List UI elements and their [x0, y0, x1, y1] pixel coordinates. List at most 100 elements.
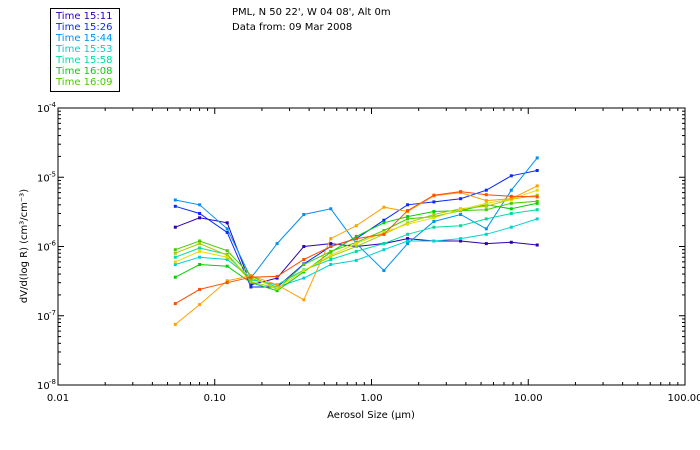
y-tick-label: 10 — [37, 173, 50, 184]
data-point — [173, 204, 177, 208]
data-point — [225, 230, 229, 234]
data-point — [535, 201, 539, 205]
data-point — [198, 203, 202, 207]
data-point — [354, 237, 358, 241]
data-point — [535, 169, 539, 172]
data-point — [382, 205, 386, 209]
data-point — [173, 263, 177, 266]
data-point — [329, 207, 333, 211]
x-tick-label: 100.00 — [668, 393, 700, 404]
data-point — [354, 245, 358, 248]
data-point — [225, 258, 229, 261]
data-point — [173, 248, 177, 252]
data-point — [406, 203, 410, 207]
data-point — [198, 287, 202, 291]
data-point — [173, 322, 177, 326]
data-point — [509, 240, 513, 244]
data-point — [329, 237, 333, 241]
data-point — [275, 276, 279, 280]
data-point — [225, 253, 229, 257]
data-point — [198, 246, 202, 250]
data-point — [354, 242, 358, 246]
data-point — [509, 194, 513, 198]
data-point — [535, 199, 539, 203]
data-point — [459, 213, 463, 216]
data-point — [302, 213, 306, 216]
data-point — [329, 263, 333, 266]
data-point — [484, 217, 488, 221]
chart-header: PML, N 50 22', W 04 08', Alt 0m Data fro… — [232, 5, 391, 35]
data-point — [198, 239, 202, 243]
data-point — [329, 258, 333, 261]
data-point — [406, 209, 410, 213]
data-point — [535, 193, 539, 197]
data-point — [432, 220, 436, 223]
data-point — [484, 227, 488, 231]
legend-entry: Time 16:08 — [56, 66, 113, 77]
data-point — [535, 188, 539, 192]
x-tick-label: 10.00 — [514, 393, 543, 404]
data-point — [406, 215, 410, 219]
data-point — [509, 197, 513, 201]
data-point — [302, 258, 306, 261]
series-layer — [173, 156, 539, 326]
series-5 — [173, 208, 539, 287]
data-point — [432, 213, 436, 216]
data-point — [173, 225, 177, 229]
data-point — [382, 232, 386, 236]
data-point — [249, 280, 253, 284]
data-point — [535, 217, 539, 221]
data-point — [198, 242, 202, 246]
y-tick-exponent: -4 — [49, 101, 57, 109]
data-point — [382, 242, 386, 246]
y-tick-exponent: -6 — [49, 240, 57, 248]
data-point — [535, 156, 539, 160]
data-point — [406, 237, 410, 241]
data-point — [354, 234, 358, 238]
legend-entry: Time 16:09 — [56, 77, 113, 88]
data-point — [198, 216, 202, 220]
data-point — [329, 245, 333, 248]
data-point — [173, 255, 177, 259]
legend-entry: Time 15:53 — [56, 44, 113, 55]
data-point — [198, 212, 202, 215]
data-point — [406, 222, 410, 226]
x-axis-label: Aerosol Size (μm) — [327, 410, 415, 421]
x-tick-label: 0.10 — [204, 393, 226, 404]
data-point — [198, 263, 202, 266]
data-point — [198, 255, 202, 259]
data-point — [382, 230, 386, 234]
y-axis-label: dV/d(log R) (cm³/cm⁻³) — [19, 189, 30, 303]
data-point — [275, 242, 279, 246]
data-point — [275, 286, 279, 290]
data-point — [459, 224, 463, 228]
data-point — [509, 188, 513, 192]
data-point — [382, 218, 386, 222]
data-point — [535, 208, 539, 212]
data-point — [535, 243, 539, 247]
data-point — [198, 249, 202, 253]
location-title: PML, N 50 22', W 04 08', Alt 0m — [232, 7, 391, 18]
data-point — [432, 210, 436, 213]
legend-entry: Time 15:44 — [56, 33, 113, 44]
data-point — [302, 245, 306, 248]
legend-entry: Time 15:26 — [56, 22, 113, 33]
data-point — [249, 278, 253, 282]
data-point — [249, 275, 253, 279]
data-point — [225, 281, 229, 285]
data-point — [173, 302, 177, 306]
data-point — [275, 283, 279, 287]
data-point — [406, 242, 410, 246]
data-point — [535, 184, 539, 188]
data-point — [302, 276, 306, 280]
legend-entry: Time 15:58 — [56, 55, 113, 66]
data-point — [432, 225, 436, 229]
data-point — [432, 216, 436, 220]
y-tick-exponent: -7 — [49, 309, 56, 317]
data-point — [509, 174, 513, 178]
x-tick-label: 0.01 — [47, 393, 69, 404]
data-point — [382, 221, 386, 225]
legend: Time 15:11 Time 15:26 Time 15:44 Time 15:53… — [50, 8, 120, 92]
data-point — [484, 208, 488, 212]
